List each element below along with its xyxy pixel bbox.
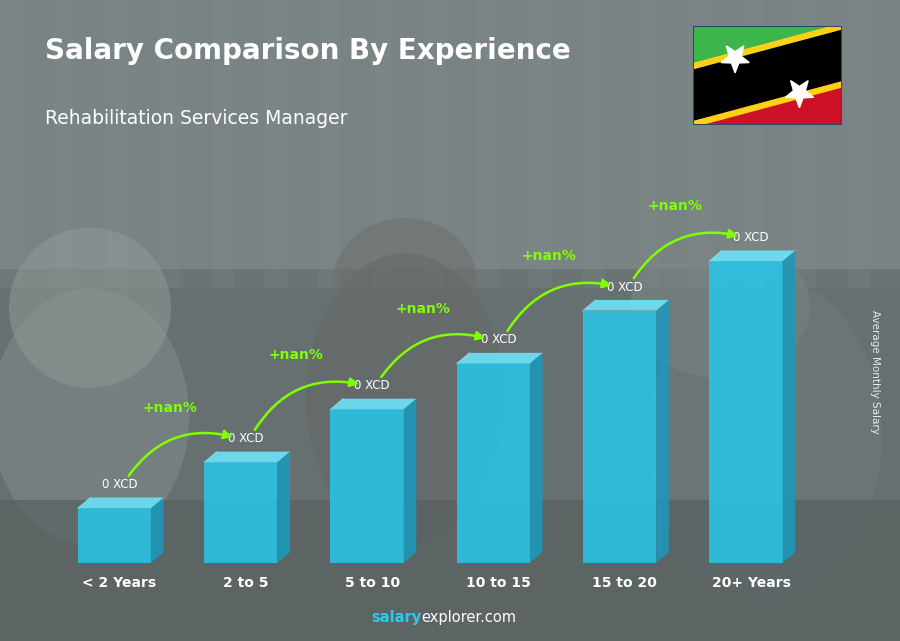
Ellipse shape [306,253,504,542]
Bar [371,0,393,288]
Bar [583,310,656,563]
Text: +nan%: +nan% [142,401,197,415]
Text: Rehabilitation Services Manager: Rehabilitation Services Manager [45,109,347,128]
Bar [794,0,816,288]
Text: salary: salary [371,610,421,625]
Polygon shape [404,399,417,563]
Polygon shape [530,353,543,563]
Text: +nan%: +nan% [395,302,450,316]
Polygon shape [693,29,842,121]
Polygon shape [709,251,796,261]
Bar [265,0,287,288]
Bar [476,0,499,288]
Text: 0 XCD: 0 XCD [228,432,264,445]
Polygon shape [782,251,796,563]
Text: 0 XCD: 0 XCD [355,379,390,392]
Polygon shape [656,300,669,563]
Text: +nan%: +nan% [648,199,703,213]
Bar [688,0,711,288]
Polygon shape [786,81,814,108]
Bar [204,462,277,563]
Bar [53,0,76,288]
Text: Salary Comparison By Experience: Salary Comparison By Experience [45,37,571,65]
Bar [0,0,22,288]
Polygon shape [693,26,842,125]
Text: Average Monthly Salary: Average Monthly Salary [869,310,880,434]
Bar [529,0,552,288]
Bar [582,0,605,288]
Ellipse shape [648,276,882,596]
Bar [77,508,151,563]
Text: 0 XCD: 0 XCD [102,478,138,491]
Polygon shape [456,353,543,363]
Text: 15 to 20: 15 to 20 [592,576,657,590]
Text: < 2 Years: < 2 Years [83,576,157,590]
Bar [456,363,530,563]
Text: +nan%: +nan% [269,347,324,362]
Text: 0 XCD: 0 XCD [607,281,643,294]
Bar [709,261,782,563]
Polygon shape [277,452,290,563]
Text: 20+ Years: 20+ Years [712,576,790,590]
Text: +nan%: +nan% [521,249,576,263]
Bar [0,0,900,288]
Polygon shape [693,26,842,125]
Bar [318,0,340,288]
Ellipse shape [0,288,189,545]
Polygon shape [721,46,749,73]
Text: 5 to 10: 5 to 10 [345,576,400,590]
Bar [106,0,129,288]
Bar [158,0,181,288]
Bar [742,0,764,288]
Text: 10 to 15: 10 to 15 [466,576,531,590]
Polygon shape [693,81,842,128]
Bar [0,269,900,641]
Polygon shape [204,452,290,462]
Text: 0 XCD: 0 XCD [481,333,517,347]
Polygon shape [151,497,164,563]
Text: 2 to 5: 2 to 5 [223,576,268,590]
Text: explorer.com: explorer.com [421,610,517,625]
Bar [212,0,234,288]
Text: 0 XCD: 0 XCD [734,231,769,244]
Ellipse shape [630,237,810,378]
Bar [330,410,404,563]
Ellipse shape [333,218,477,346]
Bar [635,0,658,288]
Polygon shape [77,497,164,508]
Bar [424,0,446,288]
Polygon shape [330,399,417,410]
Bar [847,0,869,288]
Polygon shape [583,300,669,310]
Polygon shape [693,23,842,69]
Bar [0,500,900,641]
Ellipse shape [9,228,171,388]
